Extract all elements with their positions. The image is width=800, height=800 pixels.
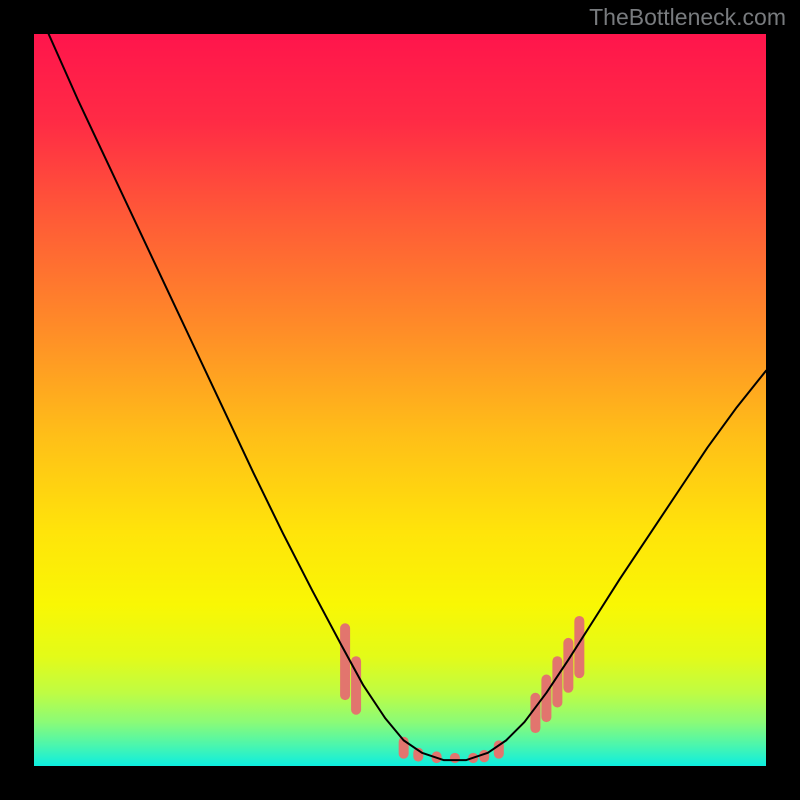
watermark-text: TheBottleneck.com	[589, 4, 786, 31]
chart-container: { "watermark": { "text": "TheBottleneck.…	[0, 0, 800, 800]
highlight-bar	[450, 753, 460, 763]
plot-background-gradient	[34, 34, 766, 766]
bottleneck-chart	[0, 0, 800, 800]
highlight-bar	[340, 623, 350, 700]
